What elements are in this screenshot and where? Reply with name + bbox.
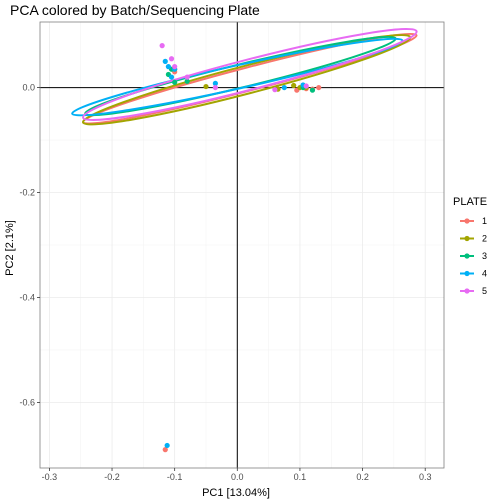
legend-label-2: 2	[482, 234, 487, 244]
data-point-plate-4	[281, 84, 287, 91]
legend-key-point-2	[464, 235, 470, 242]
legend-label-5: 5	[482, 286, 487, 296]
data-point-plate-3	[172, 79, 178, 85]
legend: PLATE 1 2 3 4 5	[453, 196, 487, 296]
legend-label-4: 4	[482, 269, 487, 279]
y-tick-label: -0.2	[19, 188, 35, 198]
x-axis-label: PC1 [13.04%]	[202, 487, 270, 499]
data-point-plate-1	[316, 84, 322, 91]
x-tick-label: -0.1	[167, 472, 183, 482]
plot-area	[37, 21, 445, 471]
confidence-ellipse-plate-5	[82, 27, 418, 121]
y-tick-label: -0.6	[19, 397, 35, 407]
panel-border	[39, 21, 445, 469]
data-point-plate-3	[184, 78, 190, 84]
x-tick-label: -0.3	[42, 472, 58, 482]
data-point-plate-5	[172, 64, 178, 70]
x-tick-label: 0.0	[231, 472, 244, 482]
data-point-plate-4	[168, 74, 175, 80]
data-point-plate-5	[168, 56, 175, 62]
chart-title: PCA colored by Batch/Sequencing Plate	[10, 2, 260, 18]
x-tick-label: 0.3	[419, 472, 432, 482]
x-tick-label: 0.1	[294, 472, 307, 482]
data-point-plate-4	[164, 442, 170, 449]
data-point-plate-3	[309, 87, 316, 93]
data-point-plate-4	[162, 58, 168, 64]
y-tick-label: 0.0	[22, 83, 35, 93]
legend-key-point-4	[464, 270, 470, 277]
data-point-plate-5	[212, 84, 218, 91]
legend-title: PLATE	[453, 196, 487, 208]
y-axis-label: PC2 [2.1%]	[4, 220, 16, 276]
data-point-plate-5	[303, 83, 309, 89]
data-point-plate-4	[165, 64, 172, 70]
legend-label-1: 1	[482, 216, 487, 226]
data-point-plate-1	[162, 447, 168, 453]
data-point-plate-5	[159, 43, 165, 49]
legend-key-point-5	[464, 288, 470, 294]
data-point-plate-4	[212, 80, 218, 86]
legend-label-3: 3	[482, 251, 487, 261]
legend-key-point-3	[464, 253, 470, 259]
data-point-plate-5	[272, 87, 278, 93]
x-tick-label: -0.2	[104, 472, 120, 482]
legend-key-point-1	[464, 218, 470, 224]
y-tick-label: -0.4	[19, 292, 35, 302]
data-point-plate-2	[291, 82, 297, 89]
data-point-plate-5	[184, 74, 190, 80]
x-tick-label: 0.2	[356, 472, 369, 482]
data-point-plate-2	[203, 83, 209, 90]
